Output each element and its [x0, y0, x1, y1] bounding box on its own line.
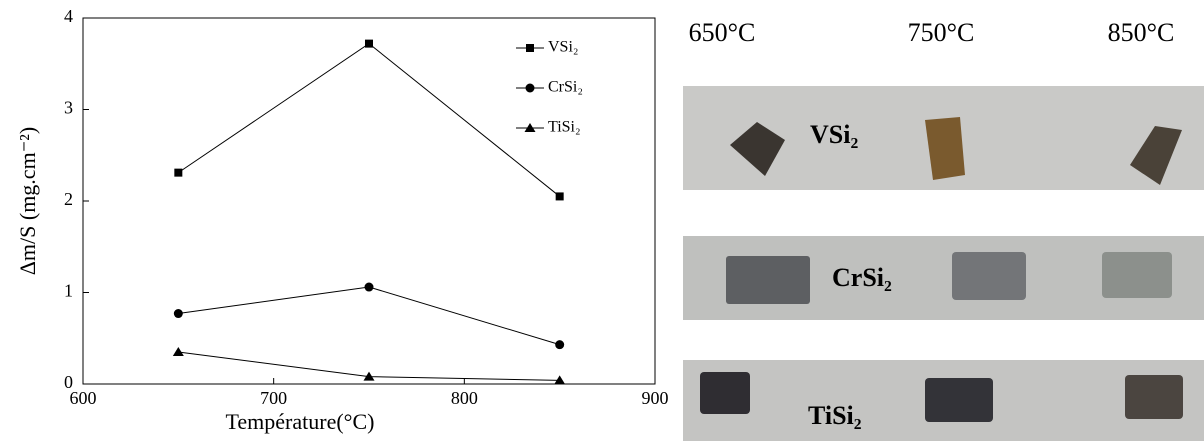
data-point	[554, 375, 566, 385]
series-line	[178, 286, 560, 346]
sample	[925, 378, 993, 422]
sample	[925, 117, 965, 180]
x-tick-label: 600	[70, 388, 97, 408]
sample	[700, 372, 750, 414]
data-point	[363, 371, 375, 381]
legend-marker	[526, 44, 534, 52]
legend-label: VSi₂	[548, 39, 578, 56]
y-tick-label: 1	[64, 281, 73, 301]
x-axis-label: Température(°C)	[226, 409, 375, 434]
x-tick-label: 800	[451, 388, 478, 408]
sample	[952, 252, 1026, 300]
sample-label: VSi₂	[810, 120, 858, 149]
legend-marker	[525, 83, 535, 93]
sample	[730, 122, 785, 176]
temperature-label: 650°C	[689, 18, 756, 47]
plot-frame	[82, 17, 656, 385]
sample	[726, 256, 810, 304]
data-point	[172, 346, 184, 356]
legend-label: CrSi₂	[548, 79, 583, 96]
y-axis-label: Δm/S (mg.cm⁻²)	[15, 127, 40, 275]
data-point	[365, 39, 373, 48]
y-tick-label: 2	[64, 189, 73, 209]
x-tick-label: 700	[260, 388, 287, 408]
legend-marker	[524, 123, 536, 132]
sample	[1102, 252, 1172, 298]
temperature-label: 850°C	[1108, 18, 1175, 47]
data-point	[174, 168, 183, 177]
y-tick-label: 3	[64, 98, 73, 118]
temperature-label: 750°C	[908, 18, 975, 47]
data-point	[555, 192, 564, 201]
sample-label: TiSi₂	[808, 401, 862, 430]
photo: 650°C 750°C 850°C VSi₂ CrSi₂ TiSi₂	[683, 18, 1204, 441]
y-tick-label: 0	[64, 372, 73, 392]
series-line	[178, 42, 560, 197]
sample	[1125, 375, 1183, 419]
sample-label: CrSi₂	[832, 263, 892, 292]
sample	[1130, 126, 1182, 185]
y-tick-label: 4	[64, 6, 73, 26]
data-point	[173, 309, 183, 319]
legend-label: TiSi₂	[548, 119, 581, 136]
x-tick-label: 900	[642, 388, 669, 408]
data-point	[555, 340, 565, 350]
data-point	[364, 282, 374, 292]
